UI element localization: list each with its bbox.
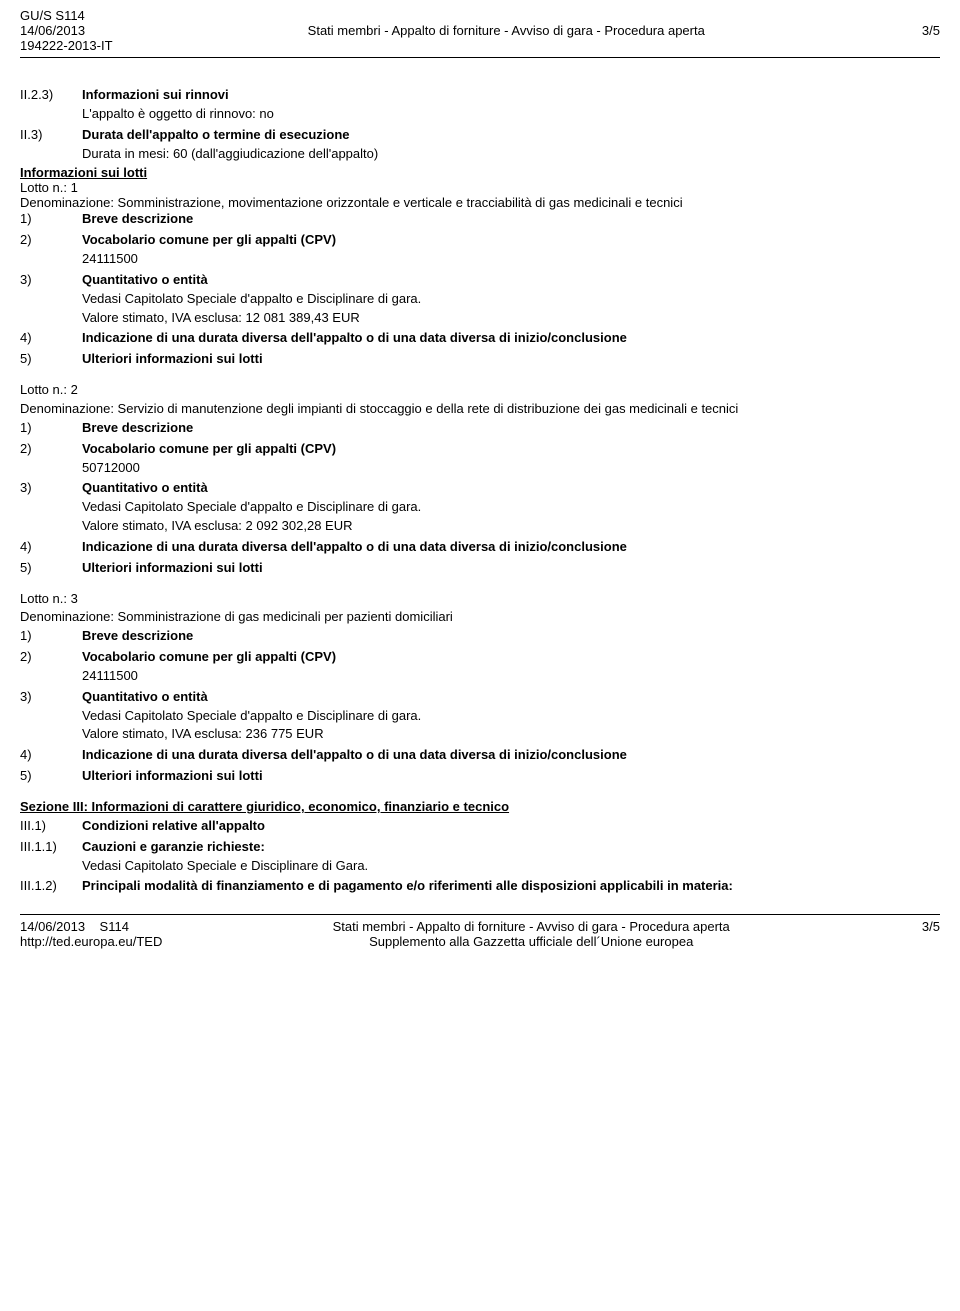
item-value: 24111500 — [82, 250, 940, 269]
header-ref1: GU/S S114 — [20, 8, 113, 23]
item-title: Quantitativo o entità — [82, 688, 940, 707]
lotto1-item5: 5) Ulteriori informazioni sui lotti — [20, 350, 940, 369]
item-title: Vocabolario comune per gli appalti (CPV) — [82, 648, 940, 667]
lotto1-item2: 2) Vocabolario comune per gli appalti (C… — [20, 231, 940, 269]
footer-pagenum: 3/5 — [900, 919, 940, 934]
item-num: 5) — [20, 559, 82, 578]
section-title: Durata dell'appalto o termine di esecuzi… — [82, 126, 940, 145]
item-num: 2) — [20, 648, 82, 686]
lotto3-item3: 3) Quantitativo o entità Vedasi Capitola… — [20, 688, 940, 745]
lotto1-item4: 4) Indicazione di una durata diversa del… — [20, 329, 940, 348]
item-num: 4) — [20, 746, 82, 765]
item-num: 4) — [20, 538, 82, 557]
header-center: Stati membri - Appalto di forniture - Av… — [113, 8, 900, 38]
item-value: 24111500 — [82, 667, 940, 686]
item-num: 2) — [20, 440, 82, 478]
section-text: Vedasi Capitolato Speciale e Disciplinar… — [82, 857, 940, 876]
item-title: Quantitativo o entità — [82, 479, 940, 498]
header-left: GU/S S114 14/06/2013 194222-2013-IT — [20, 8, 113, 53]
footer-date: 14/06/2013 — [20, 919, 85, 934]
lotto-denom: Denominazione: Somministrazione, movimen… — [20, 195, 940, 210]
item-num: 1) — [20, 627, 82, 646]
section-num: II.3) — [20, 126, 82, 164]
lotto-num: Lotto n.: 3 — [20, 590, 940, 609]
section-num: III.1) — [20, 817, 82, 836]
item-title: Indicazione di una durata diversa dell'a… — [82, 746, 940, 765]
footer-center1: Stati membri - Appalto di forniture - Av… — [162, 919, 900, 934]
item-num: 4) — [20, 329, 82, 348]
page-footer: 14/06/2013 S114 http://ted.europa.eu/TED… — [20, 914, 940, 949]
section-text: L'appalto è oggetto di rinnovo: no — [82, 105, 940, 124]
lotto-num: Lotto n.: 2 — [20, 381, 940, 400]
item-title: Ulteriori informazioni sui lotti — [82, 559, 940, 578]
section-num: III.1.1) — [20, 838, 82, 876]
section-III-1-1: III.1.1) Cauzioni e garanzie richieste: … — [20, 838, 940, 876]
section-III-title: Sezione III: Informazioni di carattere g… — [20, 798, 940, 817]
lotto-1: Lotto n.: 1 Denominazione: Somministrazi… — [20, 180, 940, 369]
lotto1-item1: 1) Breve descrizione — [20, 210, 940, 229]
item-title: Breve descrizione — [82, 627, 940, 646]
item-num: 5) — [20, 350, 82, 369]
section-III-1-2: III.1.2) Principali modalità di finanzia… — [20, 877, 940, 896]
item-title: Ulteriori informazioni sui lotti — [82, 350, 940, 369]
page-header: GU/S S114 14/06/2013 194222-2013-IT Stat… — [20, 8, 940, 58]
lotto2-item2: 2) Vocabolario comune per gli appalti (C… — [20, 440, 940, 478]
item-title: Quantitativo o entità — [82, 271, 940, 290]
item-line: Valore stimato, IVA esclusa: 236 775 EUR — [82, 725, 940, 744]
item-title: Indicazione di una durata diversa dell'a… — [82, 329, 940, 348]
item-num: 1) — [20, 419, 82, 438]
lotto2-item5: 5) Ulteriori informazioni sui lotti — [20, 559, 940, 578]
item-num: 1) — [20, 210, 82, 229]
section-II-3: II.3) Durata dell'appalto o termine di e… — [20, 126, 940, 164]
info-lotti-heading: Informazioni sui lotti — [20, 165, 940, 180]
item-title: Indicazione di una durata diversa dell'a… — [82, 538, 940, 557]
footer-left: 14/06/2013 S114 http://ted.europa.eu/TED — [20, 919, 162, 949]
section-text: Durata in mesi: 60 (dall'aggiudicazione … — [82, 145, 940, 164]
item-line: Vedasi Capitolato Speciale d'appalto e D… — [82, 707, 940, 726]
item-num: 3) — [20, 688, 82, 745]
section-num: III.1.2) — [20, 877, 82, 896]
item-title: Vocabolario comune per gli appalti (CPV) — [82, 231, 940, 250]
header-ref2: 194222-2013-IT — [20, 38, 113, 53]
section-title: Condizioni relative all'appalto — [82, 817, 940, 836]
lotto1-item3: 3) Quantitativo o entità Vedasi Capitola… — [20, 271, 940, 328]
item-num: 5) — [20, 767, 82, 786]
footer-center: Stati membri - Appalto di forniture - Av… — [162, 919, 900, 949]
item-title: Breve descrizione — [82, 419, 940, 438]
item-line: Valore stimato, IVA esclusa: 12 081 389,… — [82, 309, 940, 328]
item-title: Vocabolario comune per gli appalti (CPV) — [82, 440, 940, 459]
section-title: Principali modalità di finanziamento e d… — [82, 877, 940, 896]
section-III-1: III.1) Condizioni relative all'appalto — [20, 817, 940, 836]
lotto-denom: Denominazione: Somministrazione di gas m… — [20, 608, 940, 627]
lotto-denom: Denominazione: Servizio di manutenzione … — [20, 400, 940, 419]
header-date: 14/06/2013 — [20, 23, 113, 38]
footer-url: http://ted.europa.eu/TED — [20, 934, 162, 949]
item-num: 3) — [20, 479, 82, 536]
item-line: Vedasi Capitolato Speciale d'appalto e D… — [82, 290, 940, 309]
item-title: Breve descrizione — [82, 210, 940, 229]
item-line: Vedasi Capitolato Speciale d'appalto e D… — [82, 498, 940, 517]
lotto2-item1: 1) Breve descrizione — [20, 419, 940, 438]
header-pagenum: 3/5 — [900, 8, 940, 38]
lotto3-item5: 5) Ulteriori informazioni sui lotti — [20, 767, 940, 786]
item-title: Ulteriori informazioni sui lotti — [82, 767, 940, 786]
lotto2-item4: 4) Indicazione di una durata diversa del… — [20, 538, 940, 557]
item-num: 2) — [20, 231, 82, 269]
section-num: II.2.3) — [20, 86, 82, 124]
lotto-3: Lotto n.: 3 Denominazione: Somministrazi… — [20, 590, 940, 786]
section-II-2-3: II.2.3) Informazioni sui rinnovi L'appal… — [20, 86, 940, 124]
lotto3-item4: 4) Indicazione di una durata diversa del… — [20, 746, 940, 765]
lotto-2: Lotto n.: 2 Denominazione: Servizio di m… — [20, 381, 940, 577]
item-num: 3) — [20, 271, 82, 328]
section-title: Informazioni sui rinnovi — [82, 86, 940, 105]
lotto3-item1: 1) Breve descrizione — [20, 627, 940, 646]
lotto-num: Lotto n.: 1 — [20, 180, 940, 195]
footer-center2: Supplemento alla Gazzetta ufficiale dell… — [162, 934, 900, 949]
lotto2-item3: 3) Quantitativo o entità Vedasi Capitola… — [20, 479, 940, 536]
item-line: Valore stimato, IVA esclusa: 2 092 302,2… — [82, 517, 940, 536]
section-title: Cauzioni e garanzie richieste: — [82, 838, 940, 857]
lotto3-item2: 2) Vocabolario comune per gli appalti (C… — [20, 648, 940, 686]
item-value: 50712000 — [82, 459, 940, 478]
footer-s: S114 — [100, 919, 129, 934]
